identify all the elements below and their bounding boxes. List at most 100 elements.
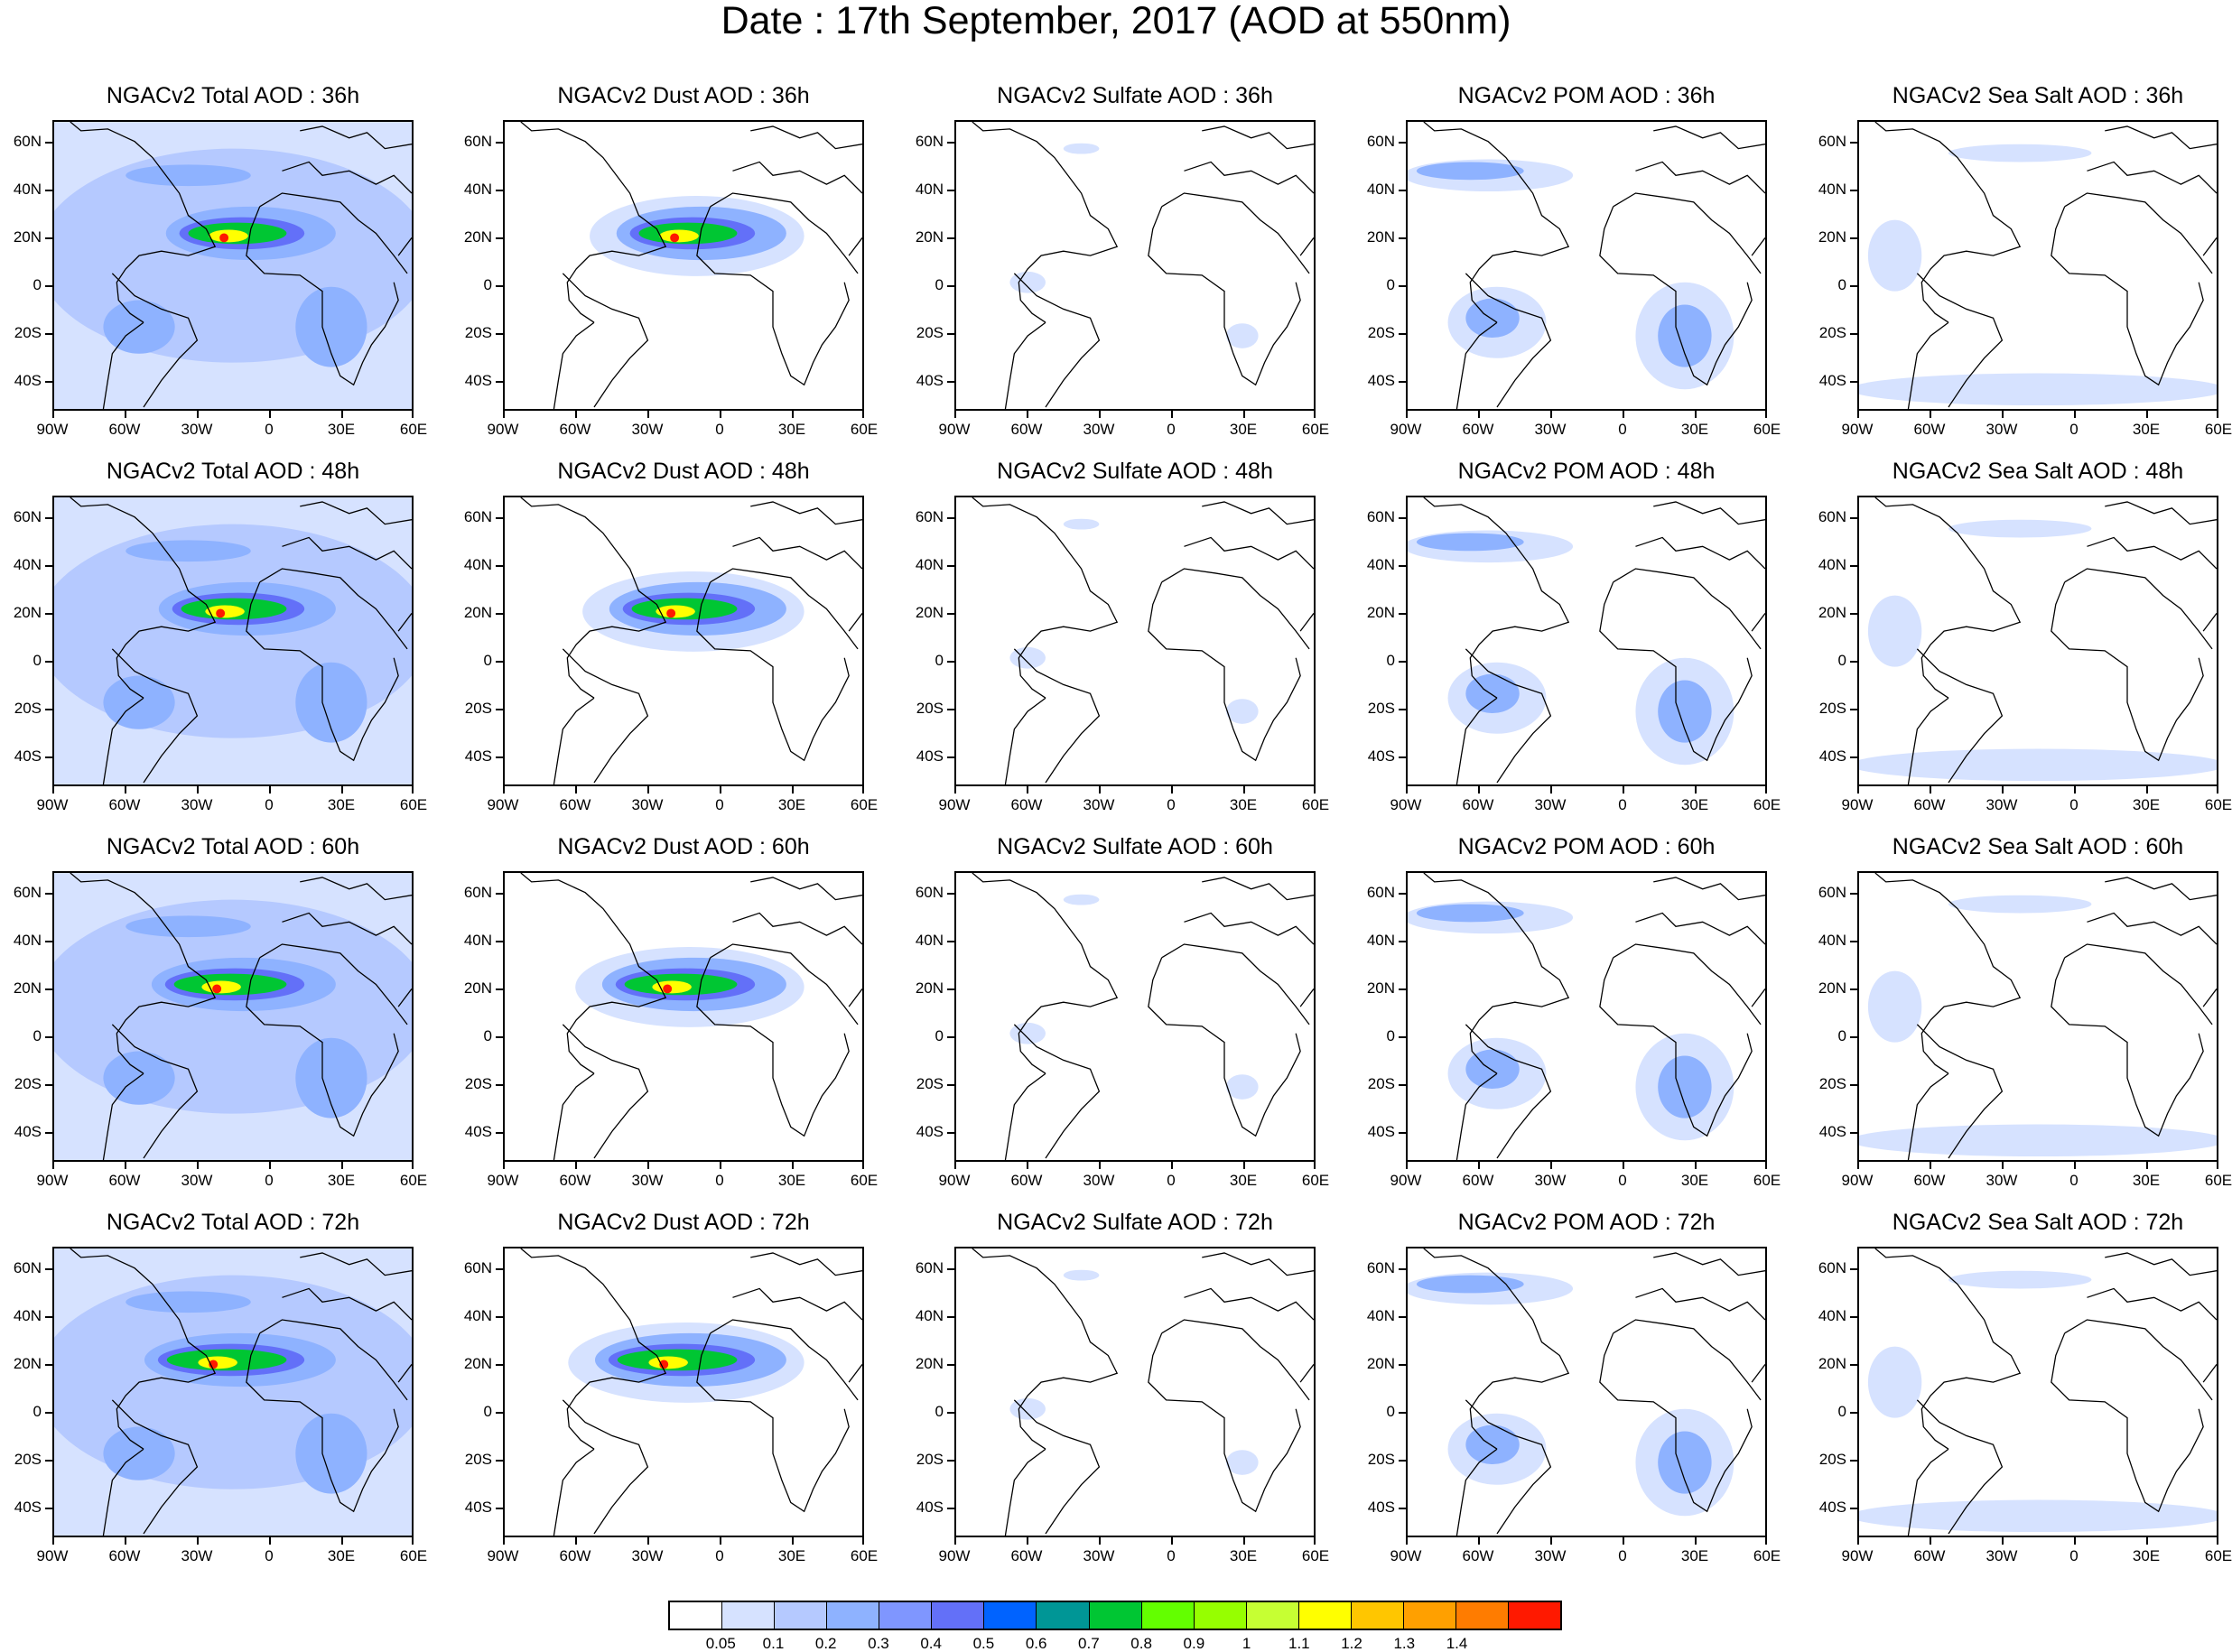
longitude-tick (1930, 411, 1931, 418)
map-plot-area (52, 120, 414, 411)
longitude-tick (1027, 411, 1028, 418)
longitude-label: 30W (1534, 796, 1567, 813)
latitude-label: 40S (14, 1499, 42, 1516)
longitude-label: 60W (559, 1172, 591, 1189)
longitude-label: 30E (327, 421, 356, 438)
latitude-tick (45, 1412, 52, 1414)
longitude-tick (2074, 411, 2076, 418)
longitude-tick (1314, 786, 1316, 794)
longitude-label: 60W (108, 421, 141, 438)
aod-map (972, 122, 1314, 409)
latitude-label: 60N (915, 508, 944, 525)
longitude-label: 0 (1167, 1172, 1176, 1189)
colorbar-tick-label: 0.5 (972, 1635, 995, 1652)
latitude-label: 20N (915, 228, 944, 246)
latitude-label: 60N (1366, 508, 1395, 525)
latitude-label: 0 (1837, 1403, 1846, 1420)
longitude-tick (341, 1537, 343, 1545)
latitude-tick (947, 1268, 954, 1270)
latitude-label: 40S (916, 372, 944, 389)
latitude-tick (1399, 1036, 1406, 1038)
longitude-tick (1695, 1162, 1697, 1169)
latitude-tick (947, 1460, 954, 1462)
latitude-label: 0 (33, 276, 42, 293)
colorbar-swatch (1455, 1602, 1509, 1629)
map-plot-area (1857, 496, 2218, 786)
latitude-label: 20S (14, 1451, 42, 1468)
latitude-tick (45, 285, 52, 287)
latitude-label: 20S (464, 700, 492, 717)
latitude-label: 40N (915, 932, 944, 949)
longitude-label: 60E (399, 1172, 428, 1189)
colorbar-swatch (1141, 1602, 1195, 1629)
coastlines (972, 873, 1314, 1160)
longitude-tick (2002, 1537, 2004, 1545)
longitude-tick (1857, 1537, 1859, 1545)
latitude-label: 60N (1818, 133, 1846, 150)
longitude-tick (575, 1162, 577, 1169)
map-plot-area (1857, 871, 2218, 1162)
latitude-tick (1399, 1412, 1406, 1414)
longitude-label: 60E (399, 1547, 428, 1564)
latitude-label: 40S (14, 747, 42, 765)
longitude-tick (2146, 1162, 2148, 1169)
longitude-tick (1695, 411, 1697, 418)
longitude-label: 60E (850, 421, 879, 438)
figure-title: Date : 17th September, 2017 (AOD at 550n… (721, 0, 1511, 42)
map-plot-area (52, 496, 414, 786)
latitude-tick (45, 1460, 52, 1462)
longitude-label: 60E (2204, 796, 2232, 813)
longitude-tick (269, 786, 271, 794)
latitude-tick (45, 941, 52, 942)
longitude-label: 0 (715, 1172, 724, 1189)
longitude-tick (125, 786, 126, 794)
latitude-label: 60N (13, 133, 42, 150)
longitude-tick (1930, 786, 1931, 794)
latitude-label: 0 (1386, 652, 1395, 669)
longitude-tick (1550, 1162, 1552, 1169)
coastlines (520, 122, 862, 409)
panel-title: NGACv2 Total AOD : 60h (106, 834, 360, 859)
map-plot-area (1406, 120, 1767, 411)
latitude-label: 60N (463, 133, 492, 150)
latitude-label: 20N (463, 604, 492, 621)
latitude-tick (1399, 1460, 1406, 1462)
longitude-label: 30W (181, 1172, 213, 1189)
latitude-label: 40S (464, 1123, 492, 1140)
longitude-label: 60E (1301, 796, 1330, 813)
map-plot-area (503, 496, 864, 786)
latitude-label: 20S (916, 1075, 944, 1092)
longitude-label: 0 (1167, 796, 1176, 813)
aod-map (1408, 873, 1765, 1160)
aod-map (520, 1248, 862, 1536)
longitude-tick (1550, 786, 1552, 794)
latitude-label: 0 (935, 1027, 944, 1044)
latitude-tick (1850, 285, 1857, 287)
latitude-label: 0 (1837, 652, 1846, 669)
colorbar-tick-label: 1.2 (1341, 1635, 1362, 1652)
longitude-label: 0 (265, 1172, 274, 1189)
aod-map (520, 873, 862, 1160)
latitude-label: 0 (935, 276, 944, 293)
coastlines (1874, 497, 2217, 784)
longitude-tick (1171, 1162, 1173, 1169)
longitude-label: 90W (1841, 421, 1874, 438)
latitude-label: 40S (14, 372, 42, 389)
longitude-tick (647, 786, 649, 794)
latitude-label: 20S (464, 1451, 492, 1468)
longitude-label: 30E (1680, 796, 1709, 813)
colorbar-swatch (1509, 1602, 1561, 1629)
coastlines (70, 1248, 412, 1536)
aod-field (1859, 144, 2217, 406)
latitude-label: 40N (915, 556, 944, 573)
latitude-label: 0 (935, 1403, 944, 1420)
latitude-label: 40S (14, 1123, 42, 1140)
longitude-label: 30E (327, 796, 356, 813)
longitude-tick (197, 1162, 199, 1169)
panel-title: NGACv2 POM AOD : 60h (1457, 834, 1716, 859)
longitude-tick (1406, 1537, 1408, 1545)
latitude-label: 60N (463, 884, 492, 901)
latitude-tick (496, 565, 503, 567)
map-plot-area (503, 871, 864, 1162)
longitude-tick (2074, 786, 2076, 794)
